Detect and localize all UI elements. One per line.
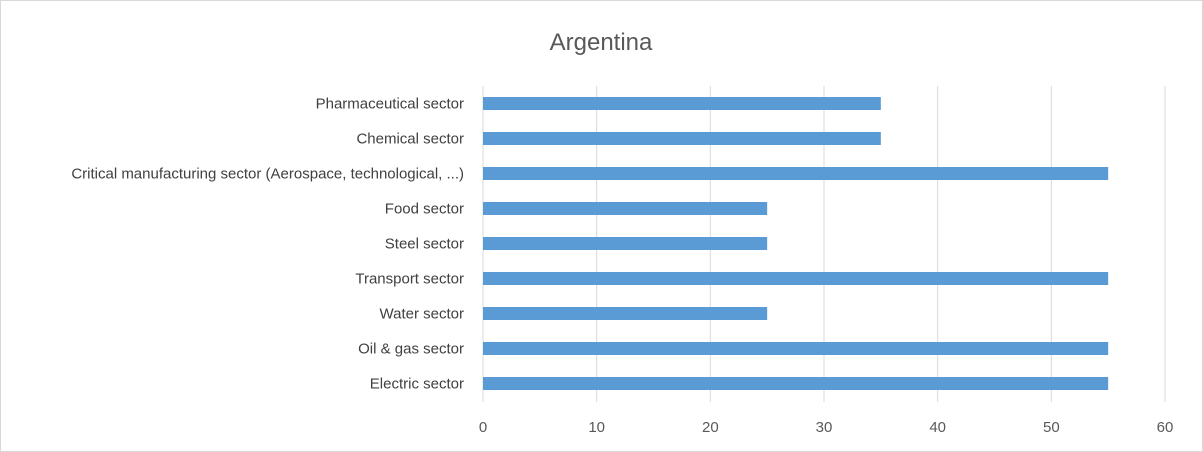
bar [483,97,881,110]
bar [483,377,1109,390]
x-tick-label: 20 [702,419,719,436]
bar [483,202,768,215]
bar [483,132,881,145]
category-label: Food sector [385,201,464,218]
x-tick-label: 0 [479,419,487,436]
x-tick-label: 10 [588,419,605,436]
category-label: Chemical sector [356,131,464,148]
bars [483,97,1109,390]
category-label: Transport sector [355,271,464,288]
category-label: Water sector [380,306,464,323]
category-label: Critical manufacturing sector (Aerospace… [71,166,464,183]
category-label: Electric sector [370,376,464,393]
category-label: Oil & gas sector [358,341,464,358]
x-tick-labels: 0 10 20 30 40 50 60 [479,419,1174,436]
bar [483,342,1109,355]
x-tick-label: 50 [1043,419,1060,436]
bar [483,167,1109,180]
chart-title: Argentina [550,29,653,56]
bar [483,272,1109,285]
x-tick-label: 30 [816,419,833,436]
category-label: Steel sector [385,236,464,253]
bar [483,307,768,320]
category-labels: Pharmaceutical sector Chemical sector Crit… [71,96,464,393]
category-label: Pharmaceutical sector [316,96,464,113]
x-tick-label: 60 [1157,419,1174,436]
bar [483,237,768,250]
x-tick-label: 40 [929,419,946,436]
